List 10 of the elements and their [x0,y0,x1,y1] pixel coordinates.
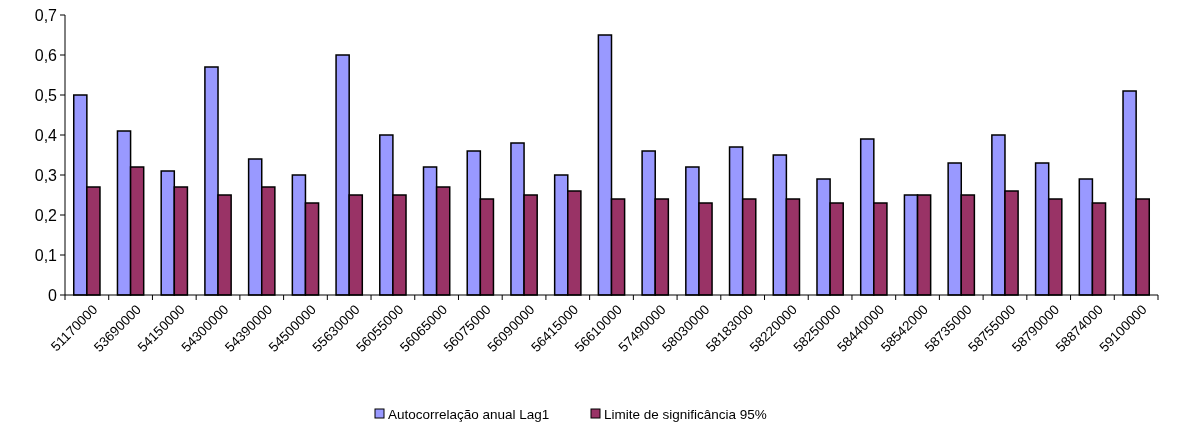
y-tick-label: 0,3 [34,166,58,184]
y-tick-label: 0,1 [34,246,58,264]
y-tick-label: 0,2 [34,206,58,224]
y-tick-label: 0,5 [34,86,58,104]
y-tick-label: 0,6 [34,46,58,64]
y-tick-label: 0,7 [34,6,58,24]
y-tick-label: 0,4 [34,126,58,144]
y-tick-label: 0 [48,286,58,304]
legend-label: Autocorrelação anual Lag1 [388,406,550,422]
legend-label: Limite de significância 95% [604,406,767,422]
